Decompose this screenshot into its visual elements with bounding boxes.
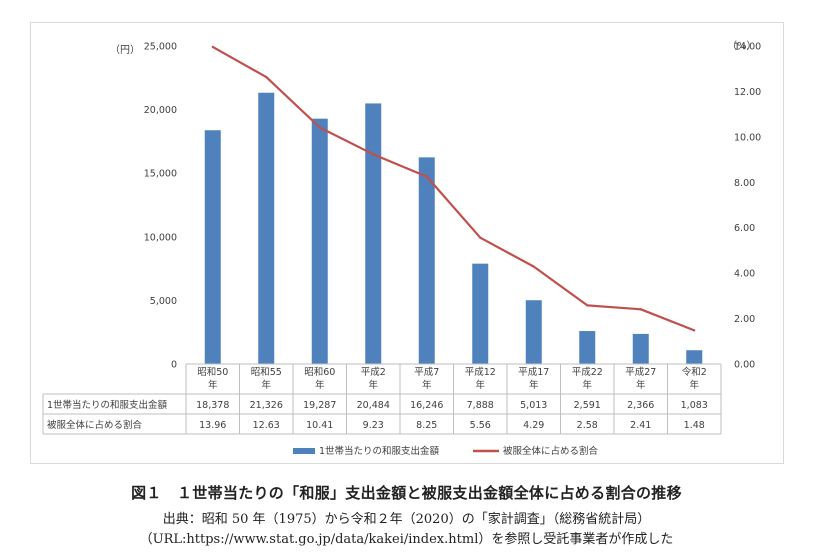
figure-caption: 図１ １世帯当たりの「和服」支出金額と被服支出金額全体に占める割合の推移 (131, 484, 682, 502)
y-right-tick-label: 10.00 (734, 132, 761, 143)
line-point-share (586, 304, 589, 307)
table-cell-share: 2.58 (577, 420, 598, 431)
y-right-tick-label: 14.00 (734, 42, 761, 53)
table-cell-share: 12.63 (253, 420, 280, 431)
category-label: 昭和60 (304, 367, 335, 378)
category-label: 平成7 (414, 366, 439, 378)
category-label: 平成2 (361, 366, 386, 378)
legend-swatch-spending (293, 448, 315, 454)
table-cell-share: 13.96 (199, 420, 226, 431)
bar-wafuku-spending (525, 300, 542, 364)
line-share-of-clothing (212, 45, 695, 332)
table-cell-spending: 2,366 (627, 400, 654, 411)
y-left-tick-label: 20,000 (144, 105, 177, 116)
category-label-suffix: 年 (475, 379, 485, 391)
y-left-tick-label: 10,000 (144, 232, 177, 243)
table-cell-spending: 1,083 (681, 400, 708, 411)
y-right-tick-label: 12.00 (734, 87, 761, 98)
table-cell-spending: 18,378 (196, 400, 229, 411)
bar-wafuku-spending (365, 103, 382, 365)
category-label: 平成17 (518, 366, 549, 378)
bar-wafuku-spending (258, 92, 275, 364)
chart-frame: （円） （%） 0 5,000 10,000 15,000 20,000 25,000 0.00… (30, 22, 784, 464)
y-left-unit: （円） (110, 44, 140, 56)
table-cell-share: 5.56 (470, 420, 491, 431)
y-right-unit: （%） (727, 40, 757, 52)
bar-wafuku-spending (311, 118, 328, 364)
table-cell-spending: 5,013 (520, 400, 547, 411)
legend-label-share: 被服全体に占める割合 (503, 445, 599, 457)
category-label-suffix: 年 (422, 379, 432, 391)
category-label: 令和2 (682, 366, 707, 378)
table-cell-share: 9.23 (363, 420, 384, 431)
line-point-share (318, 126, 321, 129)
category-label-suffix: 年 (582, 379, 592, 391)
category-label: 昭和55 (251, 367, 282, 378)
table-cell-spending: 19,287 (303, 400, 336, 411)
bar-wafuku-spending (418, 157, 435, 364)
bar-wafuku-spending (686, 350, 703, 364)
category-label: 平成27 (625, 366, 656, 378)
y-right-tick-label: 2.00 (734, 314, 755, 325)
category-label-suffix: 年 (261, 379, 271, 391)
y-right-tick-label: 0.00 (734, 360, 755, 371)
table-cell-share: 2.41 (630, 420, 651, 431)
source-note-line-2: （URL:https://www.stat.go.jp/data/kakei/i… (139, 532, 674, 547)
y-left-tick-label: 15,000 (144, 169, 177, 180)
y-left-tick-label: 5,000 (150, 296, 177, 307)
line-point-share (372, 153, 375, 156)
y-right-tick-label: 6.00 (734, 223, 755, 234)
table-cell-spending: 21,326 (250, 400, 283, 411)
line-point-share (479, 236, 482, 239)
source-note-line-1: 出典：昭和 50 年（1975）から令和２年（2020）の「家計調査」（総務省統… (162, 512, 651, 527)
table-row-header-spending: 1世帯当たりの和服支出金額 (47, 399, 168, 411)
table-cell-share: 1.48 (684, 420, 705, 431)
line-point-share (425, 175, 428, 178)
bar-wafuku-spending (204, 130, 221, 364)
line-point-share (265, 76, 268, 79)
category-label-suffix: 年 (368, 379, 378, 391)
table-cell-share: 4.29 (523, 420, 544, 431)
table-cell-share: 8.25 (416, 420, 437, 431)
line-point-share (639, 308, 642, 311)
bar-wafuku-spending (632, 333, 649, 364)
line-point-share (693, 329, 696, 332)
line-point-share (532, 265, 535, 268)
y-left-tick-label: 0 (171, 360, 177, 371)
category-label: 昭和50 (197, 367, 228, 378)
category-label: 平成22 (572, 366, 603, 378)
bar-wafuku-spending (472, 263, 489, 364)
legend-label-spending: 1世帯当たりの和服支出金額 (319, 445, 440, 457)
y-right-tick-label: 4.00 (734, 269, 755, 280)
table-cell-spending: 2,591 (574, 400, 601, 411)
table-cell-spending: 16,246 (410, 400, 443, 411)
category-label-suffix: 年 (529, 379, 539, 391)
chart-svg: （円） （%） 0 5,000 10,000 15,000 20,000 25,000 0.00… (42, 40, 761, 457)
y-left-tick-label: 25,000 (144, 42, 177, 53)
table-cell-spending: 7,888 (467, 400, 494, 411)
table-row-header-share: 被服全体に占める割合 (47, 419, 143, 431)
category-label-suffix: 年 (636, 379, 646, 391)
table-cell-share: 10.41 (306, 420, 333, 431)
y-right-tick-label: 8.00 (734, 178, 755, 189)
category-label: 平成12 (465, 366, 496, 378)
category-label-suffix: 年 (315, 379, 325, 391)
table-cell-spending: 20,484 (357, 400, 390, 411)
category-label-suffix: 年 (208, 379, 218, 391)
bar-wafuku-spending (579, 331, 596, 364)
category-label-suffix: 年 (689, 379, 699, 391)
line-point-share (211, 45, 214, 49)
